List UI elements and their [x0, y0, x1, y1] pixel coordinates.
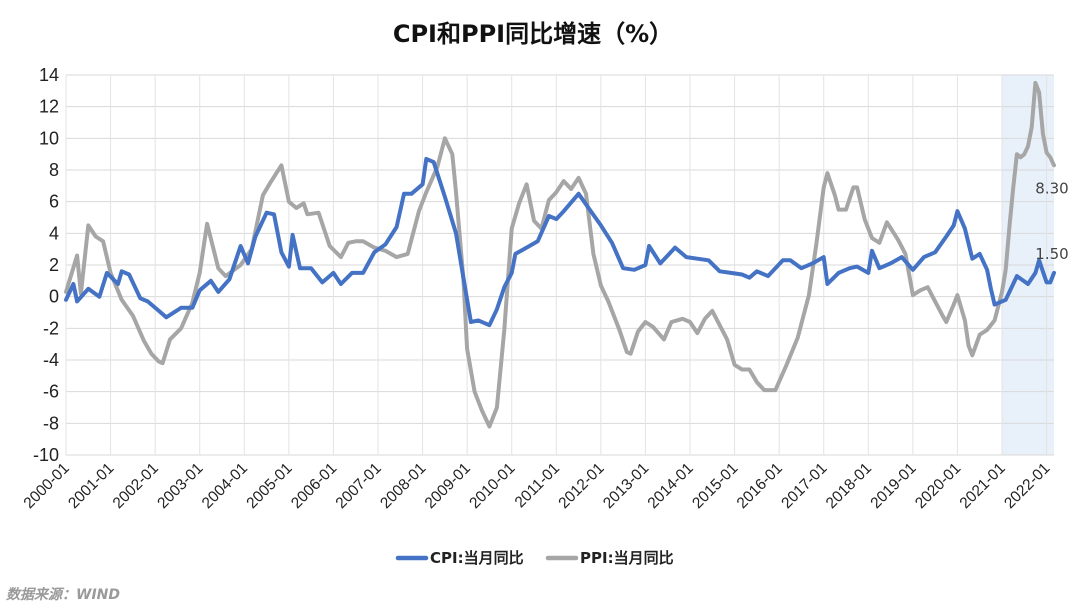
x-tick-label: 2017-01: [778, 460, 830, 512]
chart-title: CPI和PPI同比增速（%）: [393, 20, 673, 48]
grid: [65, 74, 1054, 456]
y-tick-label: 2: [49, 255, 59, 275]
legend-label-ppi: PPI:当月同比: [580, 549, 674, 567]
y-tick-label: 8: [49, 160, 59, 180]
x-tick-label: 2009-01: [422, 460, 474, 512]
x-tick-label: 2020-01: [912, 460, 964, 512]
y-tick-label: 10: [39, 128, 59, 148]
x-tick-label: 2013-01: [600, 460, 652, 512]
x-tick-label: 2002-01: [110, 460, 162, 512]
x-tick-label: 2006-01: [288, 460, 340, 512]
x-tick-label: 2021-01: [957, 460, 1009, 512]
legend: CPI:当月同比 PPI:当月同比: [395, 549, 674, 567]
y-tick-label: 12: [39, 97, 59, 117]
x-tick-label: 2003-01: [154, 460, 206, 512]
x-tick-label: 2016-01: [734, 460, 786, 512]
y-axis: 14 12 10 8 6 4 2 0 -2 -4 -6 -8 -10: [33, 65, 59, 465]
x-tick-label: 2000-01: [21, 460, 73, 512]
y-tick-label: 14: [39, 65, 59, 85]
y-tick-label: 6: [49, 192, 59, 212]
y-tick-label: -8: [43, 413, 59, 433]
x-tick-label: 2010-01: [466, 460, 518, 512]
x-tick-label: 2004-01: [199, 460, 251, 512]
x-axis: 2000-012001-012002-012003-012004-012005-…: [21, 460, 1054, 512]
x-tick-label: 2022-01: [1001, 460, 1053, 512]
series-lines: [64, 80, 1056, 429]
x-tick-label: 2008-01: [377, 460, 429, 512]
y-tick-label: 4: [49, 223, 59, 243]
x-tick-label: 2005-01: [243, 460, 295, 512]
y-tick-label: -6: [43, 382, 59, 402]
y-tick-label: -4: [43, 350, 59, 370]
cpi-line: [64, 156, 1056, 328]
cpi-end-label: 1.50: [1035, 245, 1068, 263]
x-tick-label: 2007-01: [333, 460, 385, 512]
y-tick-label: -2: [43, 318, 59, 338]
x-tick-label: 2018-01: [823, 460, 875, 512]
ppi-end-label: 8.30: [1035, 179, 1068, 197]
x-tick-label: 2014-01: [645, 460, 697, 512]
ppi-line: [64, 80, 1056, 429]
end-labels: 1.50 8.30: [1035, 179, 1068, 263]
x-tick-label: 2015-01: [689, 460, 741, 512]
legend-label-cpi: CPI:当月同比: [430, 549, 524, 567]
y-tick-label: 0: [49, 287, 59, 307]
source-note: 数据来源：WIND: [6, 587, 120, 603]
x-tick-label: 2012-01: [555, 460, 607, 512]
x-tick-label: 2011-01: [512, 460, 563, 511]
x-tick-label: 2019-01: [867, 460, 919, 512]
y-tick-label: -10: [33, 445, 59, 465]
x-tick-label: 2001-01: [65, 460, 117, 512]
